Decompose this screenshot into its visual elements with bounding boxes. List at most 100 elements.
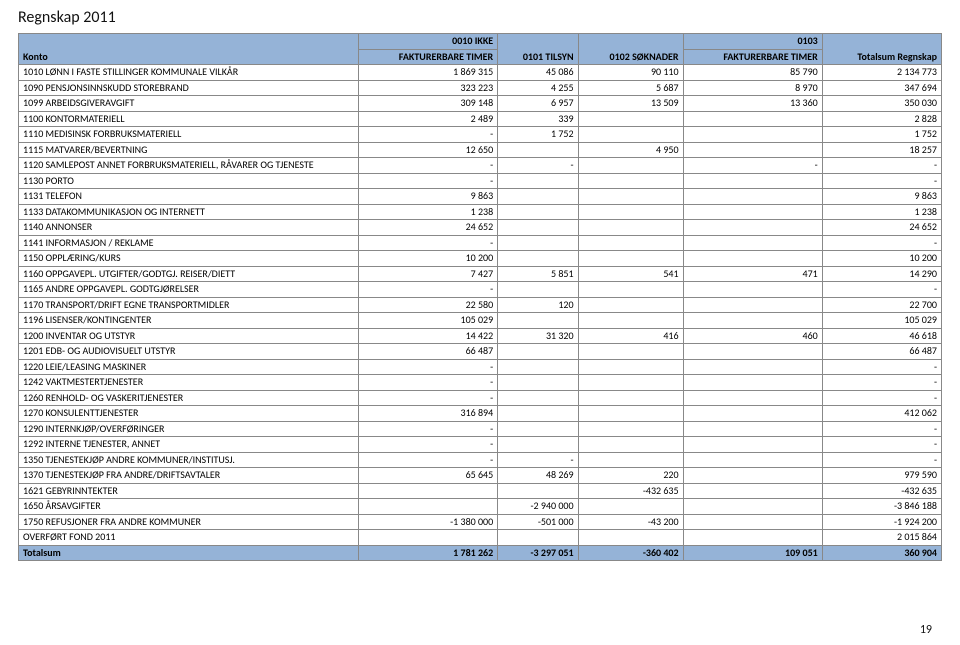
row-konto: 1150 OPPLÆRING/KURS: [19, 251, 359, 267]
row-c3: [578, 452, 683, 468]
row-c1: 22 580: [359, 297, 498, 313]
row-c1: -: [359, 421, 498, 437]
table-row: 1170 TRANSPORT/DRIFT EGNE TRANSPORTMIDLE…: [19, 297, 942, 313]
row-c5: 24 652: [822, 220, 941, 236]
row-c1: -: [359, 452, 498, 468]
row-c5: -: [822, 235, 941, 251]
row-konto: 1270 KONSULENTTJENESTER: [19, 406, 359, 422]
row-c4: [683, 189, 822, 205]
row-konto: 1099 ARBEIDSGIVERAVGIFT: [19, 96, 359, 112]
table-row: 1260 RENHOLD- OG VASKERITJENESTER--: [19, 390, 942, 406]
row-c1: 65 645: [359, 468, 498, 484]
row-c1: [359, 530, 498, 546]
table-row: 1099 ARBEIDSGIVERAVGIFT309 1486 95713 50…: [19, 96, 942, 112]
row-konto: 1260 RENHOLD- OG VASKERITJENESTER: [19, 390, 359, 406]
row-c1: 12 650: [359, 142, 498, 158]
row-konto: 1090 PENSJONSINNSKUDD STOREBRAND: [19, 80, 359, 96]
row-konto: 1201 EDB- OG AUDIOVISUELT UTSTYR: [19, 344, 359, 360]
row-c3: [578, 390, 683, 406]
row-c2: [498, 406, 578, 422]
row-c5: 22 700: [822, 297, 941, 313]
row-c2: [498, 375, 578, 391]
row-c5: 18 257: [822, 142, 941, 158]
table-row: 1150 OPPLÆRING/KURS10 20010 200: [19, 251, 942, 267]
row-c2: [498, 437, 578, 453]
row-c4: 8 970: [683, 80, 822, 96]
table-row: 1090 PENSJONSINNSKUDD STOREBRAND323 2234…: [19, 80, 942, 96]
row-c5: -: [822, 421, 941, 437]
row-c4: [683, 220, 822, 236]
row-c1: 309 148: [359, 96, 498, 112]
row-c3: [578, 406, 683, 422]
row-c5: 2 015 864: [822, 530, 941, 546]
row-c4: [683, 111, 822, 127]
table-row: 1141 INFORMASJON / REKLAME--: [19, 235, 942, 251]
row-c3: [578, 127, 683, 143]
row-c5: 105 029: [822, 313, 941, 329]
row-c3: 220: [578, 468, 683, 484]
row-konto: 1110 MEDISINSK FORBRUKSMATERIELL: [19, 127, 359, 143]
row-konto: 1100 KONTORMATERIELL: [19, 111, 359, 127]
row-c4: [683, 514, 822, 530]
row-c2: -501 000: [498, 514, 578, 530]
row-c4: [683, 127, 822, 143]
row-c1: -: [359, 437, 498, 453]
table-row: 1292 INTERNE TJENESTER, ANNET--: [19, 437, 942, 453]
row-c2: [498, 313, 578, 329]
row-c2: [498, 483, 578, 499]
row-c5: 1 752: [822, 127, 941, 143]
row-c4: 13 360: [683, 96, 822, 112]
row-konto: 1170 TRANSPORT/DRIFT EGNE TRANSPORTMIDLE…: [19, 297, 359, 313]
row-c5: -1 924 200: [822, 514, 941, 530]
row-c2: [498, 359, 578, 375]
table-row: 1165 ANDRE OPPGAVEPL. GODTGJØRELSER--: [19, 282, 942, 298]
row-c2: [498, 204, 578, 220]
row-c2: [498, 220, 578, 236]
row-c2: [498, 390, 578, 406]
row-c4: [683, 142, 822, 158]
row-c4: [683, 204, 822, 220]
row-konto: 1133 DATAKOMMUNIKASJON OG INTERNETT: [19, 204, 359, 220]
row-konto: 1200 INVENTAR OG UTSTYR: [19, 328, 359, 344]
row-c3: -432 635: [578, 483, 683, 499]
table-row: 1201 EDB- OG AUDIOVISUELT UTSTYR66 48766…: [19, 344, 942, 360]
row-c3: [578, 297, 683, 313]
footer-label: Totalsum: [19, 545, 359, 561]
row-c2: 1 752: [498, 127, 578, 143]
col3: 0102 SØKNADER: [578, 34, 683, 65]
row-c2: 31 320: [498, 328, 578, 344]
row-c3: [578, 530, 683, 546]
row-c1: 2 489: [359, 111, 498, 127]
row-c1: 9 863: [359, 189, 498, 205]
row-c4: [683, 344, 822, 360]
row-c2: 5 851: [498, 266, 578, 282]
row-c1: -: [359, 359, 498, 375]
row-c5: 9 863: [822, 189, 941, 205]
row-c4: [683, 313, 822, 329]
row-c5: 979 590: [822, 468, 941, 484]
row-konto: 1140 ANNONSER: [19, 220, 359, 236]
row-c5: 66 487: [822, 344, 941, 360]
row-c2: 4 255: [498, 80, 578, 96]
row-c1: -: [359, 173, 498, 189]
row-c4: [683, 483, 822, 499]
footer-c2: -3 297 051: [498, 545, 578, 561]
row-konto: 1621 GEBYRINNTEKTER: [19, 483, 359, 499]
row-konto: 1120 SAMLEPOST ANNET FORBRUKSMATERIELL, …: [19, 158, 359, 174]
table-row: 1160 OPPGAVEPL. UTGIFTER/GODTGJ. REISER/…: [19, 266, 942, 282]
row-c3: -43 200: [578, 514, 683, 530]
row-c3: [578, 359, 683, 375]
row-c5: -: [822, 375, 941, 391]
row-c5: 412 062: [822, 406, 941, 422]
table-row: 1110 MEDISINSK FORBRUKSMATERIELL-1 7521 …: [19, 127, 942, 143]
row-c3: [578, 251, 683, 267]
page-number: 19: [920, 623, 932, 637]
row-c5: -: [822, 359, 941, 375]
row-konto: OVERFØRT FOND 2011: [19, 530, 359, 546]
table-row: 1131 TELEFON9 8639 863: [19, 189, 942, 205]
row-c2: 120: [498, 297, 578, 313]
row-c2: [498, 421, 578, 437]
row-c3: 5 687: [578, 80, 683, 96]
row-c3: [578, 158, 683, 174]
row-konto: 1130 PORTO: [19, 173, 359, 189]
